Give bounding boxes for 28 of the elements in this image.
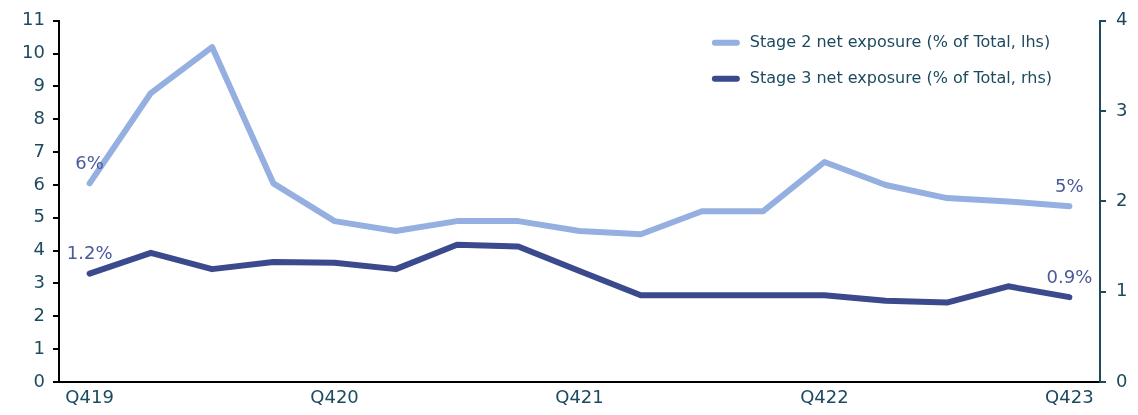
- legend-label: Stage 2 net exposure (% of Total, lhs): [749, 31, 1051, 51]
- y-tick-label: 9: [33, 74, 45, 96]
- data-label: 6%: [75, 152, 104, 174]
- x-tick-label: Q423: [1045, 386, 1094, 408]
- y-tick-label: 1: [33, 336, 45, 358]
- data-label: 0.9%: [1046, 265, 1093, 287]
- y-tick-label: 2: [33, 304, 45, 325]
- y2-tick-label: 0: [1116, 369, 1128, 391]
- y2-tick-label: 2: [1116, 189, 1128, 211]
- y-tick-label: 0: [33, 369, 45, 391]
- y-tick-label: 4: [33, 238, 45, 260]
- y-tick-label: 10: [22, 41, 45, 63]
- x-tick-label: Q420: [310, 386, 359, 408]
- y2-tick-label: 3: [1116, 98, 1128, 120]
- data-label: 1.2%: [66, 242, 113, 264]
- data-label: 5%: [1055, 175, 1084, 196]
- x-tick-label: Q419: [65, 386, 114, 408]
- y-tick-label: 7: [33, 139, 45, 161]
- y-tick-label: 8: [33, 106, 45, 128]
- y2-tick-label: 4: [1116, 8, 1128, 30]
- y2-tick-label: 1: [1116, 279, 1128, 301]
- y-tick-label: 11: [22, 8, 45, 30]
- y-tick-label: 3: [33, 271, 45, 293]
- y-tick-label: 5: [33, 205, 45, 227]
- x-tick-label: Q421: [555, 386, 604, 408]
- y-tick-label: 6: [33, 172, 45, 194]
- legend-label: Stage 3 net exposure (% of Total, rhs): [749, 67, 1053, 87]
- x-tick-label: Q422: [800, 386, 849, 408]
